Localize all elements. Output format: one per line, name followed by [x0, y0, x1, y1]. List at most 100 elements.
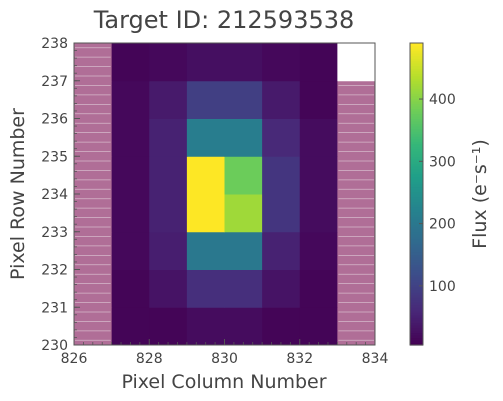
colorbar-segment [410, 95, 423, 99]
colorbar-tick-label-300: 300 [429, 154, 456, 170]
heatmap-cell-828-230 [149, 307, 188, 346]
colorbar-segment [410, 284, 423, 288]
colorbar-segment [410, 304, 423, 308]
heatmap-cell-831-232 [262, 231, 301, 270]
heatmap-cell-828-233 [149, 194, 188, 233]
colorbar-ticks: 100 200 300 400 [419, 92, 456, 295]
colorbar-segment [410, 297, 423, 301]
x-tick-label-830: 830 [211, 351, 238, 367]
colorbar-segment [410, 302, 423, 306]
colorbar-segment [410, 199, 423, 203]
colorbar-segment [410, 153, 423, 157]
heatmap-cell-832-230 [299, 307, 338, 346]
colorbar-segment [410, 186, 423, 190]
x-tick-label-826: 826 [61, 351, 88, 367]
heatmap-cell-829-235 [186, 118, 225, 157]
colorbar-segment [410, 148, 423, 152]
colorbar-segment [410, 272, 423, 276]
heatmap-cell-826-235 [74, 118, 113, 157]
colorbar-segment [410, 176, 423, 180]
colorbar-segment [410, 314, 423, 318]
colorbar-label: Flux (e⁻s⁻¹) [469, 139, 491, 249]
heatmap-cell-826-231 [74, 269, 113, 308]
colorbar-segment [410, 269, 423, 273]
colorbar-segment [410, 173, 423, 177]
colorbar-segment [410, 241, 423, 245]
colorbar-segment [410, 211, 423, 215]
colorbar-segment [410, 128, 423, 132]
heatmap-cell-830-231 [224, 269, 263, 308]
colorbar-segment [410, 105, 423, 110]
colorbar-segment [410, 63, 423, 67]
heatmap-cell-826-233 [74, 194, 113, 233]
heatmap-cell-831-235 [262, 118, 301, 157]
heatmap-cell-828-234 [149, 156, 188, 195]
colorbar-segment [410, 322, 423, 326]
heatmap-cell-826-230 [74, 307, 113, 346]
colorbar-segment [410, 70, 423, 74]
colorbar-segment [410, 146, 423, 150]
colorbar-segment [410, 196, 423, 200]
colorbar-segment [410, 206, 423, 210]
colorbar-segment [410, 73, 423, 77]
colorbar-segment [410, 279, 423, 283]
colorbar-segment [410, 327, 423, 331]
colorbar-segment [410, 309, 423, 313]
heatmap-cell-826-237 [74, 43, 113, 82]
heatmap-cell-833-237 [337, 43, 376, 82]
heatmap-cell-827-232 [111, 231, 150, 270]
colorbar-segment [410, 332, 423, 336]
x-axis-ticks: 826 828 830 832 834 [61, 339, 389, 367]
colorbar-segment [410, 163, 423, 167]
colorbar-segment [410, 226, 423, 230]
colorbar-segment [410, 118, 423, 122]
colorbar-segment [410, 123, 423, 127]
colorbar-segment [410, 342, 423, 346]
colorbar-segment [410, 53, 423, 57]
heatmap-cell-828-237 [149, 43, 188, 82]
colorbar-segment [410, 329, 423, 334]
colorbar-segment [410, 103, 423, 107]
heatmap-cell-829-234 [186, 156, 225, 195]
heatmap-cells [74, 43, 376, 346]
colorbar-segment [410, 201, 423, 205]
heatmap-cell-833-232 [337, 231, 376, 270]
heatmap-cell-830-237 [224, 43, 263, 82]
heatmap-cell-829-236 [186, 80, 225, 119]
colorbar-segment [410, 224, 423, 228]
heatmap-cell-826-232 [74, 231, 113, 270]
colorbar-segment [410, 236, 423, 240]
y-tick-label-238: 238 [41, 36, 68, 52]
colorbar-segment [410, 209, 423, 213]
colorbar-segment [410, 183, 423, 188]
colorbar-segment [410, 216, 423, 220]
heatmap-cell-827-237 [111, 43, 150, 82]
colorbar-segment [410, 141, 423, 145]
x-tick-label-834: 834 [362, 351, 389, 367]
colorbar-segment [410, 191, 423, 195]
colorbar-segment [410, 65, 423, 69]
colorbar-segment [410, 337, 423, 341]
heatmap-cell-830-230 [224, 307, 263, 346]
colorbar-segment [410, 98, 423, 102]
colorbar-segment [410, 156, 423, 160]
colorbar-segment [410, 126, 423, 130]
colorbar-segment [410, 261, 423, 266]
y-tick-label-232: 232 [41, 263, 68, 279]
chart-title: Target ID: 212593538 [93, 6, 355, 34]
y-tick-label-235: 235 [41, 149, 68, 165]
colorbar-segment [410, 166, 423, 170]
colorbar-segment [410, 259, 423, 263]
colorbar-segment [410, 133, 423, 137]
colorbar-tick-label-400: 400 [429, 92, 456, 108]
heatmap-cell-832-236 [299, 80, 338, 119]
heatmap-cell-833-233 [337, 194, 376, 233]
colorbar-segment [410, 181, 423, 185]
heatmap-cell-831-233 [262, 194, 301, 233]
colorbar-segment [410, 292, 423, 296]
colorbar-tick-label-200: 200 [429, 217, 456, 233]
heatmap-cell-826-236 [74, 80, 113, 119]
heatmap-cell-832-232 [299, 231, 338, 270]
colorbar-segment [410, 50, 423, 54]
